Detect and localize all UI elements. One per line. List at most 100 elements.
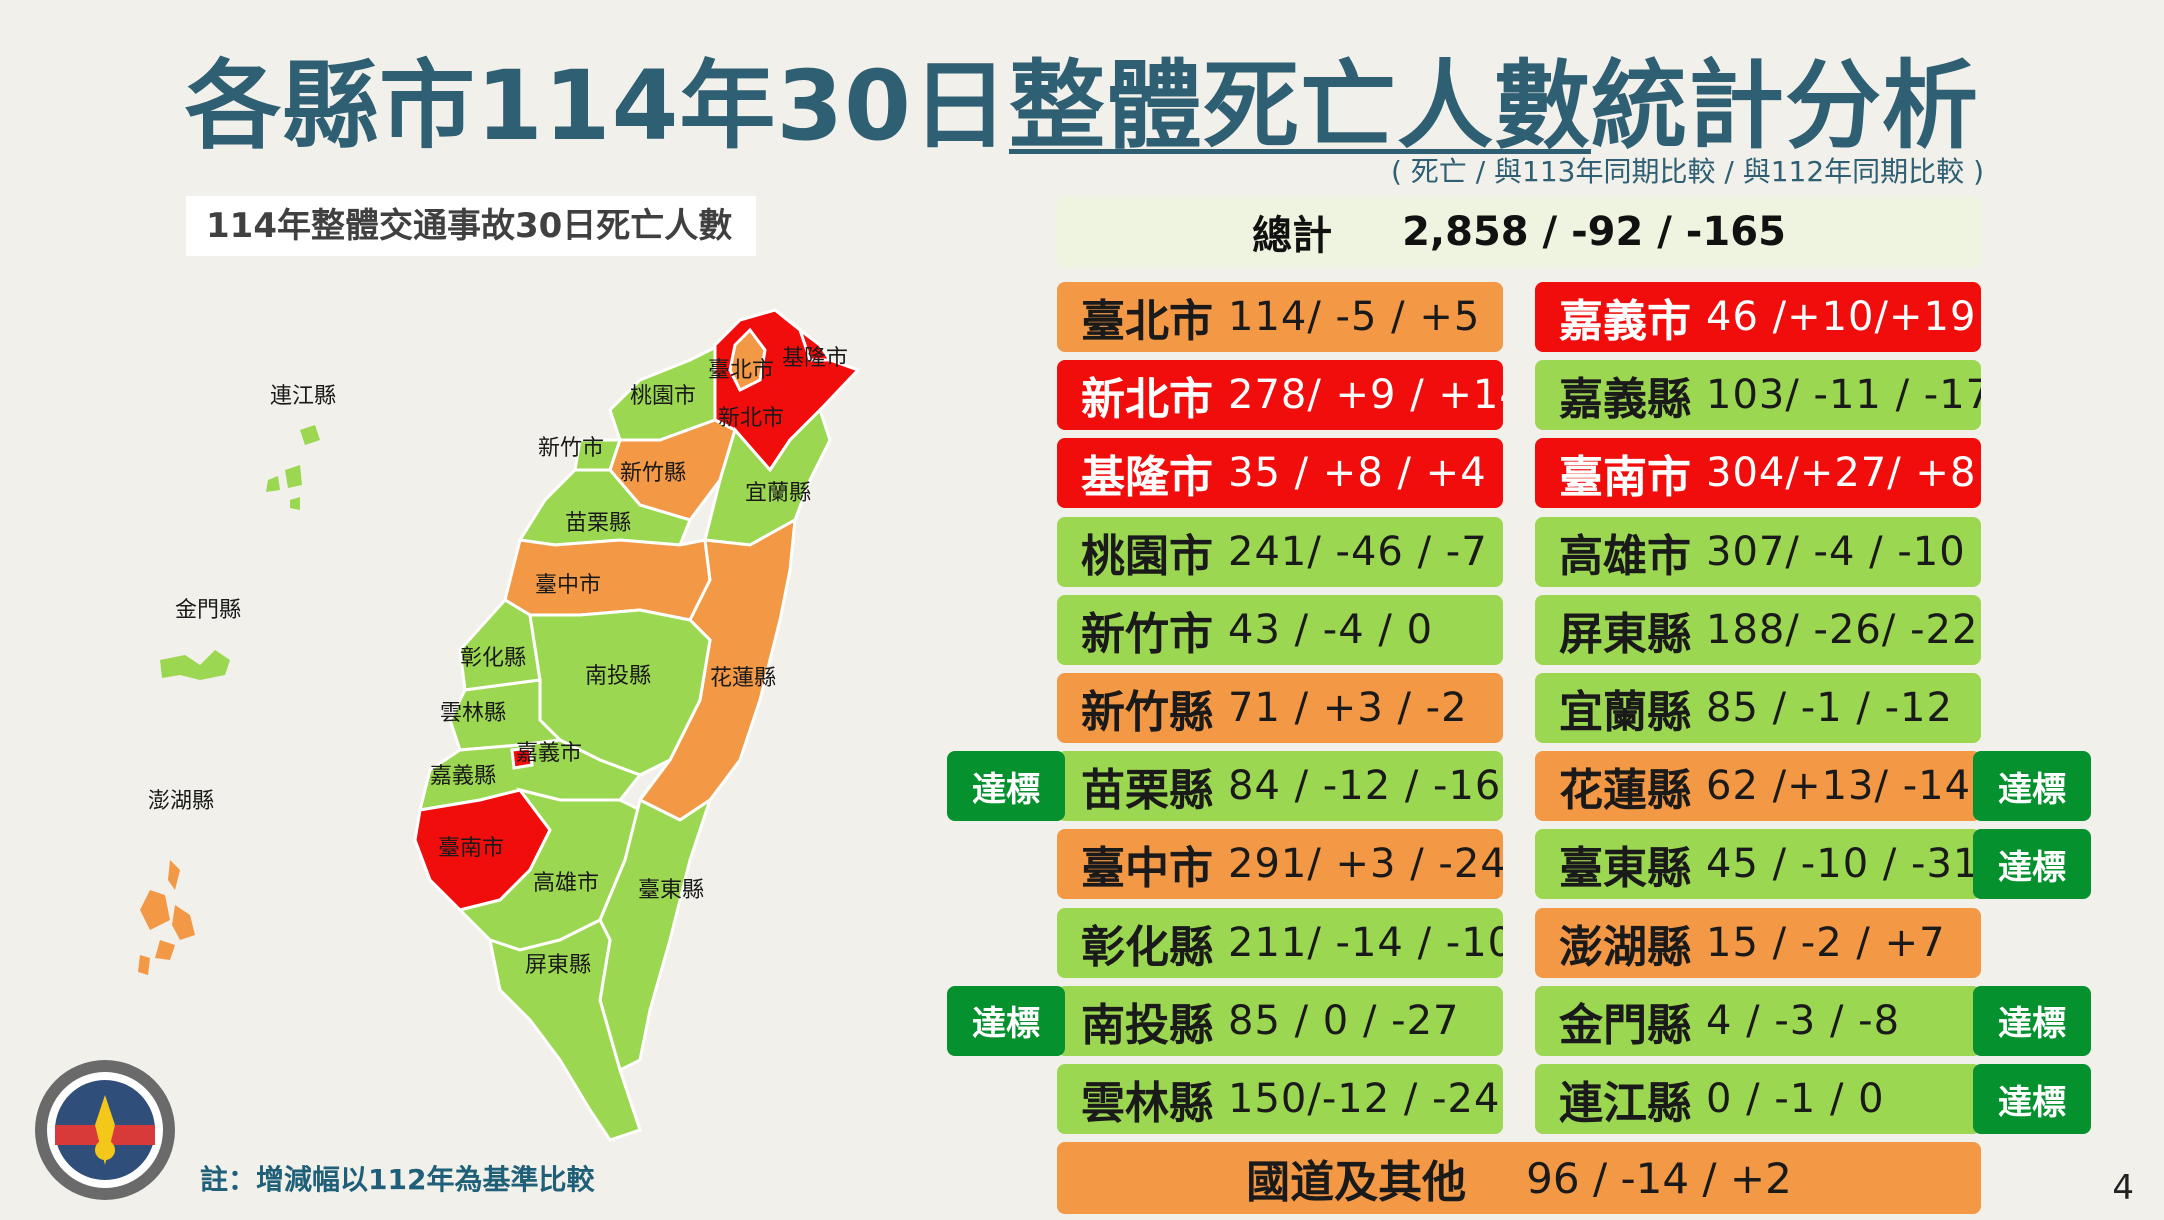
county-row: 嘉義縣 103/ -11 / -17 (1535, 360, 1981, 431)
map-region-pingtung (488, 917, 642, 1142)
map-label-tainan: 臺南市 (438, 836, 504, 861)
map-label-changhua: 彰化縣 (460, 646, 526, 671)
taiwan-map: 臺北市 基隆市 桃園市 新北市 新竹市 新竹縣 宜蘭縣 苗栗縣 臺中市 彰化縣 … (138, 308, 861, 1142)
county-name: 新竹縣 (1081, 687, 1213, 738)
county-name: 宜蘭縣 (1559, 687, 1691, 738)
page-number: 4 (2112, 1168, 2134, 1208)
map-label-yunlin: 雲林縣 (440, 701, 506, 726)
map-island-penghu (138, 860, 195, 975)
county-value: 150/-12 / -24 (1228, 1076, 1501, 1122)
map-label-lienchiang: 連江縣 (270, 384, 336, 409)
county-row: 花蓮縣 62 /+13/ -14 (1535, 751, 1981, 822)
map-label-taipei: 臺北市 (708, 358, 774, 383)
county-row: 臺中市 291/ +3 / -24 (1057, 829, 1503, 900)
map-label-keelung: 基隆市 (782, 346, 848, 371)
county-name: 基隆市 (1081, 452, 1213, 504)
county-name: 雲林縣 (1081, 1078, 1213, 1129)
county-value: 211/ -14 / -10 (1228, 919, 1503, 966)
map-label-nantou: 南投縣 (585, 664, 651, 689)
target-met-badge: 達標 (1973, 829, 2091, 900)
map-label-kaohsiung: 高雄市 (533, 871, 599, 896)
county-row: 澎湖縣 15 / -2 / +7 (1535, 907, 1981, 978)
title-suffix: 統計分析 (1590, 50, 1979, 162)
map-label-chiayi: 嘉義縣 (430, 764, 496, 789)
county-value: 4 / -3 / -8 (1706, 997, 1901, 1044)
map-label-yilan: 宜蘭縣 (745, 481, 811, 506)
legend-subtitle: ( 死亡 / 與113年同期比較 / 與112年同期比較 ) (1390, 155, 1984, 188)
county-value: 188/ -26/ -22 (1706, 606, 1979, 653)
map-label-hsinchu: 新竹縣 (620, 461, 686, 486)
county-name: 臺中市 (1081, 843, 1213, 895)
county-row: 高雄市 307/ -4 / -10 (1535, 516, 1981, 587)
map-label-taitung: 臺東縣 (638, 878, 704, 903)
total-row: 總計 2,858 / -92 / -165 (1057, 196, 1981, 268)
county-value: 43 / -4 / 0 (1228, 606, 1434, 653)
total-value: 2,858 / -92 / -165 (1402, 209, 1786, 255)
county-name: 金門縣 (1559, 999, 1691, 1051)
county-value: 71 / +3 / -2 (1228, 685, 1468, 731)
map-island-lienchiang (266, 425, 320, 510)
county-name: 臺北市 (1081, 296, 1213, 347)
county-value: 46 /+10/+19 (1706, 294, 1977, 340)
county-name: 臺東縣 (1559, 843, 1691, 895)
county-row: 臺南市 304/+27/ +8 (1535, 438, 1981, 509)
county-name: 臺南市 (1559, 452, 1691, 504)
county-value: 85 / 0 / -27 (1228, 997, 1460, 1044)
map-label-pingtung: 屏東縣 (525, 953, 591, 978)
county-value: 35 / +8 / +4 (1228, 450, 1487, 497)
county-name: 嘉義市 (1559, 296, 1691, 347)
total-label: 總計 (1252, 213, 1333, 259)
county-row: 宜蘭縣 85 / -1 / -12 (1535, 673, 1981, 743)
county-row: 新北市 278/ +9 / +14 (1057, 360, 1503, 431)
highway-label: 國道及其他 (1246, 1157, 1467, 1208)
county-value: 15 / -2 / +7 (1706, 919, 1946, 966)
county-name: 南投縣 (1081, 999, 1213, 1051)
target-met-badge: 達標 (1973, 1064, 2091, 1134)
county-name: 彰化縣 (1081, 921, 1213, 973)
county-value: 103/ -11 / -17 (1706, 372, 1981, 419)
county-value: 85 / -1 / -12 (1706, 685, 1953, 731)
map-region-chiayicity (510, 746, 534, 770)
map-label-taoyuan: 桃園市 (630, 384, 696, 409)
county-row: 桃園市 241/ -46 / -7 (1057, 516, 1503, 587)
highway-row: 國道及其他 96 / -14 / +2 (1057, 1142, 1981, 1214)
county-row: 臺東縣 45 / -10 / -31 (1535, 829, 1981, 900)
county-row: 苗栗縣 84 / -12 / -16 (1057, 751, 1503, 822)
target-met-badge: 達標 (1973, 985, 2091, 1056)
map-label-penghu: 澎湖縣 (148, 789, 214, 814)
county-name: 桃園市 (1081, 530, 1213, 582)
county-row: 南投縣 85 / 0 / -27 (1057, 985, 1503, 1056)
county-value: 241/ -46 / -7 (1228, 528, 1488, 575)
county-name: 嘉義縣 (1559, 374, 1691, 426)
county-row: 雲林縣 150/-12 / -24 (1057, 1064, 1503, 1134)
map-region-changhua (458, 598, 542, 692)
map-label-taichung: 臺中市 (535, 573, 601, 598)
county-value: 45 / -10 / -31 (1706, 841, 1980, 888)
county-value: 278/ +9 / +14 (1228, 372, 1503, 419)
county-row: 金門縣 4 / -3 / -8 (1535, 985, 1981, 1056)
county-name: 新竹市 (1081, 608, 1213, 660)
county-value: 307/ -4 / -10 (1706, 528, 1966, 575)
county-value: 62 /+13/ -14 (1706, 763, 1972, 810)
county-name: 屏東縣 (1559, 608, 1691, 660)
county-name: 高雄市 (1559, 530, 1691, 582)
county-name: 連江縣 (1559, 1078, 1691, 1129)
county-name: 花蓮縣 (1559, 765, 1691, 817)
target-met-badge: 達標 (1973, 751, 2091, 822)
map-label-chiayicity: 嘉義市 (516, 741, 582, 766)
target-met-badge: 達標 (947, 751, 1065, 822)
county-value: 291/ +3 / -24 (1228, 841, 1503, 888)
county-value: 84 / -12 / -16 (1228, 763, 1502, 810)
county-row: 嘉義市 46 /+10/+19 (1535, 282, 1981, 352)
map-label-kinmen: 金門縣 (175, 598, 241, 623)
map-label-newtaipei: 新北市 (718, 406, 784, 431)
map-label-miaoli: 苗栗縣 (565, 511, 631, 536)
map-region-taipei (728, 327, 767, 393)
county-name: 苗栗縣 (1081, 765, 1213, 817)
target-met-badge: 達標 (947, 985, 1065, 1056)
county-row: 屏東縣 188/ -26/ -22 (1535, 594, 1981, 665)
highway-value: 96 / -14 / +2 (1526, 1153, 1792, 1203)
title-emphasis: 整體死亡人數 (1008, 50, 1591, 162)
map-island-kinmen (160, 650, 230, 680)
county-value: 114/ -5 / +5 (1228, 294, 1481, 340)
